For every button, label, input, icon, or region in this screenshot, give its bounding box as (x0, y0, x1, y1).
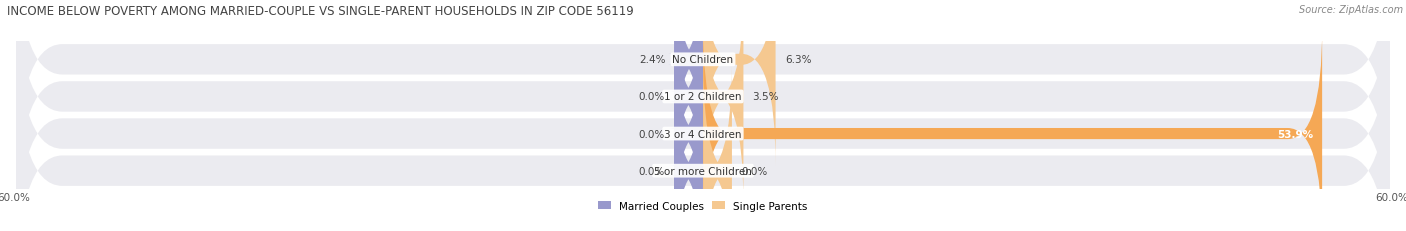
Text: 0.0%: 0.0% (741, 166, 768, 176)
FancyBboxPatch shape (697, 66, 738, 231)
Legend: Married Couples, Single Parents: Married Couples, Single Parents (599, 201, 807, 211)
Text: 2.4%: 2.4% (640, 55, 666, 65)
FancyBboxPatch shape (668, 0, 710, 165)
FancyBboxPatch shape (703, 29, 1322, 231)
Text: 5 or more Children: 5 or more Children (654, 166, 752, 176)
FancyBboxPatch shape (17, 1, 1389, 231)
Text: 0.0%: 0.0% (638, 166, 665, 176)
Text: No Children: No Children (672, 55, 734, 65)
Text: Source: ZipAtlas.com: Source: ZipAtlas.com (1299, 5, 1403, 15)
FancyBboxPatch shape (668, 0, 709, 202)
FancyBboxPatch shape (703, 0, 776, 165)
FancyBboxPatch shape (668, 66, 709, 231)
FancyBboxPatch shape (17, 38, 1389, 231)
Text: 3 or 4 Children: 3 or 4 Children (664, 129, 742, 139)
Text: 1 or 2 Children: 1 or 2 Children (664, 92, 742, 102)
Text: 6.3%: 6.3% (785, 55, 811, 65)
Text: INCOME BELOW POVERTY AMONG MARRIED-COUPLE VS SINGLE-PARENT HOUSEHOLDS IN ZIP COD: INCOME BELOW POVERTY AMONG MARRIED-COUPL… (7, 5, 634, 18)
Text: 0.0%: 0.0% (638, 129, 665, 139)
Text: 3.5%: 3.5% (752, 92, 779, 102)
FancyBboxPatch shape (17, 0, 1389, 230)
FancyBboxPatch shape (703, 0, 744, 202)
FancyBboxPatch shape (17, 0, 1389, 193)
FancyBboxPatch shape (668, 29, 709, 231)
Text: 0.0%: 0.0% (638, 92, 665, 102)
Text: 53.9%: 53.9% (1277, 129, 1313, 139)
